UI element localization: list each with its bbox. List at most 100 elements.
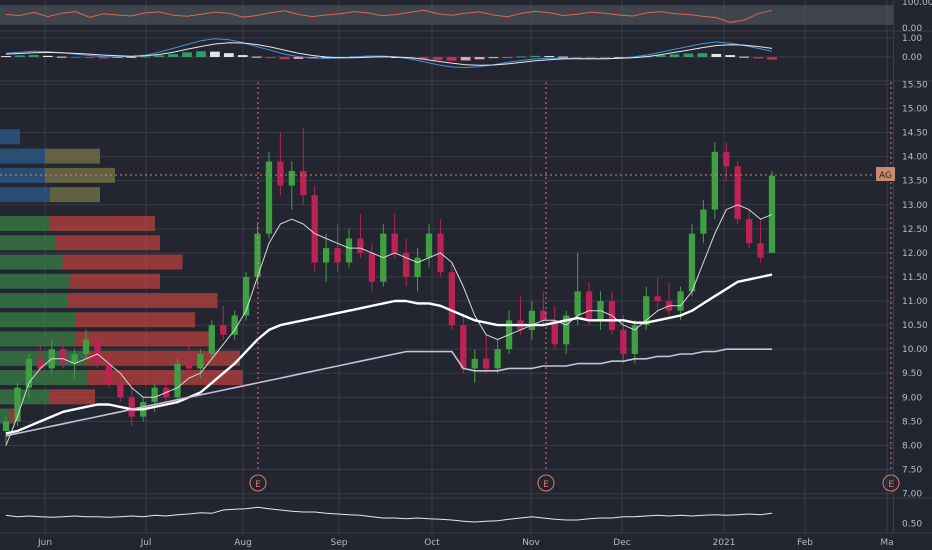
volume-profile-up-bar [0,312,75,328]
candle-body [117,382,124,398]
macd-histogram-bar [669,54,680,57]
candle-body [300,171,307,196]
macd-histogram-bar [418,57,429,59]
price-tick-label: 9.00 [902,393,922,403]
macd-histogram-bar [474,57,485,60]
candle-body [174,363,181,398]
month-label: Jul [140,538,152,548]
price-tick-label: 12.00 [902,249,928,259]
macd-histogram-bar [460,57,471,61]
macd-histogram-bar [586,57,596,58]
oscillator-tick-label: 100.00 [902,0,932,8]
month-label: 2021 [713,538,736,548]
volatility-panel[interactable] [5,506,773,523]
candle-body [745,219,753,244]
earnings-marker-aug[interactable]: E [249,474,267,492]
macd-histogram-bar [432,57,443,61]
candle-body [242,276,250,316]
candle-body [563,315,570,345]
macd-histogram-bar [15,55,25,57]
earnings-marker-label: E [888,480,894,490]
candle-body [631,325,638,354]
earnings-marker-mar[interactable]: E [882,474,900,492]
macd-histogram-bar [265,57,276,59]
macd-histogram-bar [488,57,499,59]
candle-body [551,320,558,345]
macd-histogram-bar [210,51,220,57]
candle-body [677,291,684,311]
earnings-marker-label: E [255,480,261,490]
price-tick-label: 8.50 [902,417,922,427]
earnings-marker-label: E [543,480,549,490]
macd-histogram-bar [446,57,457,61]
volume-profile-up-bar [0,293,68,309]
price-tick-label: 9.50 [902,369,922,379]
volume-profile-down-bar [55,235,160,251]
candle-body [37,358,44,369]
macd-histogram-bar [613,57,624,58]
candle-body [357,238,364,253]
price-tick-label: 11.00 [902,297,928,307]
volume-profile-down-bar [62,254,183,270]
volume-profile-up-bar [0,167,45,183]
macd-histogram-bar [196,51,206,57]
macd-histogram-bar [126,57,137,58]
macd-histogram-bar [140,56,151,58]
macd-panel[interactable] [1,38,777,69]
month-label: Nov [522,538,540,548]
macd-histogram-bar [1,56,11,58]
volume-profile-up-bar [0,408,10,424]
candle-body [403,252,410,277]
macd-histogram-bar [502,57,513,58]
macd-histogram-bar [711,53,722,57]
candle-body [288,171,295,186]
candle-body [128,397,135,417]
candle-body [723,151,730,167]
volume-profile-down-bar [10,408,15,424]
candle-body [277,161,284,186]
event-markers: E E E [249,82,900,492]
volume-profile-up-bar [0,235,55,251]
last-price-badge [876,167,895,181]
macd-tick-label: 1.00 [902,34,922,44]
macd-histogram-bar [544,56,555,58]
candle-body [94,339,101,364]
volume-profile-down-bar [50,389,95,405]
candle-body [220,325,227,335]
volatility-line [5,506,773,523]
candle-body [757,243,764,258]
macd-histogram-bar [293,57,304,59]
candle-body [231,315,238,335]
candle-body [585,291,593,321]
macd-histogram-bar [725,55,736,57]
volatility-tick-label: 0.50 [902,519,922,529]
price-tick-label: 7.50 [902,466,922,476]
price-tick-label: 11.50 [902,273,928,283]
oscillator-panel[interactable] [0,5,893,25]
candle-body [391,233,398,253]
price-tick-label: 7.00 [902,490,922,500]
candle-body [540,310,547,321]
time-axis[interactable]: Jun Jul Aug Sep Oct Nov Dec 2021 Feb Ma [37,538,894,548]
volume-profile-up-bar [0,331,75,347]
macd-histogram-bar [98,57,109,59]
candle-body [574,291,581,316]
month-label: Oct [424,538,440,548]
candle-body [151,387,158,403]
earnings-marker-nov[interactable]: E [537,474,555,492]
price-panel[interactable] [2,127,776,446]
candle-body [425,233,433,258]
price-tick-label: 10.50 [902,321,928,331]
volume-profile-up-bar [0,254,63,270]
price-tick-label: 13.00 [902,201,928,211]
macd-histogram-bar [683,53,694,57]
candle-body [460,325,467,369]
last-price-label: AG [879,171,892,181]
candle-body [688,233,696,292]
candle-body [82,339,90,354]
candle-body [311,195,318,263]
macd-histogram-bar [182,52,192,57]
candle-body [414,257,421,277]
price-axis[interactable]: 15.50 15.00 14.50 14.00 13.50 13.00 12.50 12.00… [902,0,932,529]
